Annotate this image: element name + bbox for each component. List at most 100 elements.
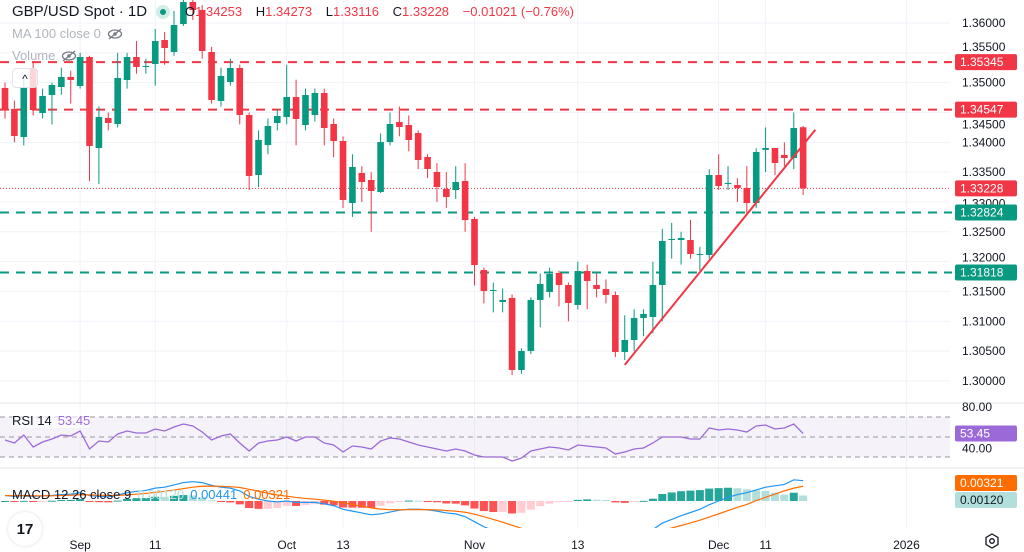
candle: [358, 166, 366, 202]
candle: [189, 0, 197, 21]
candle: [349, 154, 356, 217]
candle-body: [734, 184, 741, 188]
candle: [151, 28, 159, 86]
macd-histogram-bar: [1, 501, 9, 502]
rsi-tick-label: 40.00: [962, 442, 992, 456]
macd-histogram-bar: [648, 498, 657, 501]
candle-body: [565, 284, 572, 303]
candle: [20, 76, 28, 146]
market-status-icon[interactable]: [156, 5, 170, 19]
settings-gear-icon[interactable]: [984, 533, 1000, 549]
candle: [659, 228, 666, 322]
macd-histogram-bar: [564, 501, 573, 502]
candle-body: [142, 65, 150, 67]
level-price-badge: [955, 204, 1017, 221]
ma-label[interactable]: MA 100 close 0: [12, 26, 101, 41]
candle-body: [621, 339, 629, 352]
eye-slash-icon[interactable]: [107, 28, 123, 40]
collapse-legend-button[interactable]: ^: [12, 68, 38, 88]
macd-histogram-bar: [235, 501, 244, 505]
macd-histogram-bar: [76, 498, 85, 501]
candle-body: [583, 271, 591, 281]
candle-body: [123, 57, 131, 80]
candle-body: [11, 108, 18, 136]
candle: [555, 270, 563, 307]
candle-body: [414, 133, 422, 160]
candle-body: [39, 95, 46, 113]
macd-histogram-bar: [132, 498, 141, 501]
eye-slash-icon[interactable]: [61, 50, 77, 62]
macd-legend[interactable]: MACD 12 26 close 9 0.00120 0.00441 0.003…: [12, 487, 290, 502]
macd-histogram-bar: [470, 501, 479, 509]
volume-label[interactable]: Volume: [12, 48, 56, 63]
macd-histogram-bar: [19, 500, 28, 502]
candle-body: [593, 284, 600, 289]
symbol-title[interactable]: GBP/USD Spot · 1D: [12, 3, 148, 20]
candle-body: [20, 87, 28, 138]
candle-body: [705, 175, 713, 255]
candle-body: [790, 128, 798, 159]
symbol-legend[interactable]: GBP/USD Spot · 1D: [12, 3, 147, 20]
candle: [283, 64, 290, 125]
candle-body: [367, 179, 375, 192]
candle-body: [358, 172, 366, 182]
candle: [367, 172, 375, 232]
candle: [58, 67, 65, 95]
candle-body: [151, 41, 159, 64]
candle-body: [86, 57, 93, 146]
tradingview-logo[interactable]: 17: [8, 512, 42, 546]
price-tick-label: 1.30000: [962, 374, 1006, 388]
candle: [593, 273, 600, 298]
candle: [11, 100, 18, 143]
macd-histogram-bar: [555, 501, 564, 503]
candle: [489, 282, 497, 313]
rsi-line: [4, 423, 804, 462]
candle-body: [227, 67, 234, 83]
macd-histogram-bar: [799, 495, 808, 501]
ohlc-legend: O1.34253 H1.34273 L1.33116 C1.33228 −0.0…: [185, 4, 579, 19]
candle-body: [743, 187, 751, 203]
candle: [320, 88, 328, 146]
level-price-label: 1.34547: [960, 103, 1004, 117]
candle-body: [217, 75, 225, 101]
candle: [471, 216, 478, 286]
chevron-up-icon: ^: [22, 72, 28, 86]
level-price-label: 1.35345: [960, 55, 1004, 69]
candle-body: [536, 283, 544, 300]
macd-histogram-bar: [545, 501, 554, 504]
candle: [95, 106, 103, 185]
macd-histogram-bar: [339, 501, 348, 508]
candle-body: [546, 273, 553, 292]
candle: [142, 58, 150, 74]
candle-body: [274, 116, 281, 123]
price-tick-label: 1.35500: [962, 40, 1006, 54]
candle-body: [471, 218, 478, 265]
candle-body: [762, 147, 769, 150]
price-tick-label: 1.34500: [962, 118, 1006, 132]
candle-body: [58, 76, 65, 88]
candle: [527, 297, 535, 355]
candle-body: [386, 124, 394, 143]
high-value: 1.34273: [265, 4, 313, 19]
candle: [405, 115, 413, 152]
rsi-legend[interactable]: RSI 14 53.45: [12, 413, 91, 428]
macd-histogram-bar: [667, 492, 676, 501]
close-value: 1.33228: [402, 4, 450, 19]
candle-body: [264, 125, 272, 146]
candle-body: [198, 9, 206, 51]
macd-histogram-bar: [66, 499, 75, 501]
candle-body: [311, 92, 319, 115]
candle: [236, 64, 244, 125]
time-tick-label: 11: [759, 538, 772, 552]
candle: [433, 163, 441, 202]
candle-body: [396, 121, 403, 127]
macd-histogram-bar: [207, 500, 216, 502]
candle: [705, 169, 713, 259]
macd-histogram-bar: [526, 501, 535, 510]
macd-histogram-bar: [423, 501, 432, 502]
rsi-value-badge: [955, 425, 1017, 442]
ma-legend[interactable]: MA 100 close 0: [12, 26, 123, 41]
volume-legend[interactable]: Volume: [12, 48, 77, 63]
last-price-label: 1.33228: [960, 181, 1004, 195]
